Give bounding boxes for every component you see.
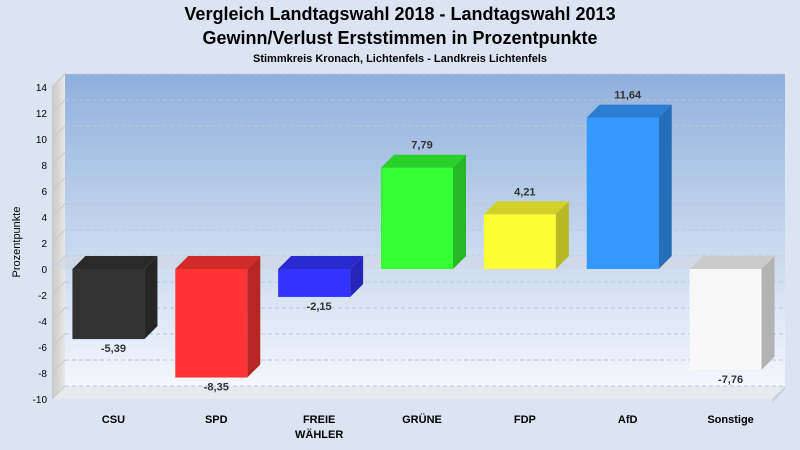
grid-line-side [51,177,66,192]
grid-line-side [51,281,66,296]
bar-side [247,256,261,378]
x-tick-label: GRÜNE [402,413,442,426]
grid-line-side [51,385,66,400]
bar [586,117,659,270]
bar-top [586,104,672,118]
grid-line-side [51,203,66,218]
chart-region-subtitle: Stimmkreis Kronach, Lichtenfels - Landkr… [252,53,548,65]
bar-side [453,154,466,269]
bar [381,167,453,269]
x-tick-label: FREIE [303,414,335,426]
data-label: -8,35 [204,382,229,394]
bar-top [381,154,466,168]
x-tick-label: AfD [618,414,638,426]
bar-top [278,256,364,269]
y-tick-label: -2 [38,291,47,302]
grid-line-side [51,307,66,322]
chart-title: Vergleich Landtagswahl 2018 - Landtagswa… [184,4,616,24]
bar [278,269,351,297]
chart-floor [52,386,785,399]
grid-line-side [51,229,66,244]
data-label: 11,64 [614,90,642,102]
bar-side [144,256,158,340]
bar-top [72,256,158,269]
bar-side [761,256,775,370]
y-tick-label: -10 [33,395,48,406]
bar-top [483,201,569,215]
bar-top [689,256,775,269]
bar [483,214,556,269]
y-tick-label: 0 [41,265,47,276]
bar-side [658,104,672,270]
y-tick-label: 14 [36,83,48,94]
data-label: 4,21 [514,186,535,198]
x-tick-label: FDP [514,414,536,426]
data-label: -7,76 [718,374,743,386]
chart-subtitle: Gewinn/Verlust Erststimmen in Prozentpun… [202,28,598,48]
x-tick-label-line2: WÄHLER [295,428,343,441]
x-tick-label: Sonstige [707,414,753,426]
y-tick-label: -8 [38,369,47,380]
grid-line-side [51,151,66,166]
chart-floor-edge [772,386,785,403]
y-tick-label: 6 [41,187,47,198]
grid-line-side [51,99,66,114]
y-tick-label: 8 [41,161,47,172]
y-tick-label: -6 [38,343,47,354]
data-label: -5,39 [101,343,126,355]
y-tick-label: 10 [36,135,48,146]
grid-line-side [51,359,66,374]
x-tick-label: SPD [205,414,228,426]
grid-line-side [51,73,66,88]
grid-line-side [51,125,66,140]
y-tick-label: -4 [38,317,47,328]
y-tick-label: 2 [41,239,47,250]
bar [72,269,145,340]
bar-top [175,256,261,269]
grid-line-side [51,333,66,348]
y-tick-label: 4 [41,213,47,224]
x-tick-label: CSU [102,414,125,426]
bar-side [350,256,364,297]
bar-side [555,201,569,269]
y-tick-label: 12 [36,109,48,120]
data-label: -2,15 [307,301,332,313]
data-label: 7,79 [411,140,432,152]
bar [689,269,762,370]
bar [175,269,248,378]
